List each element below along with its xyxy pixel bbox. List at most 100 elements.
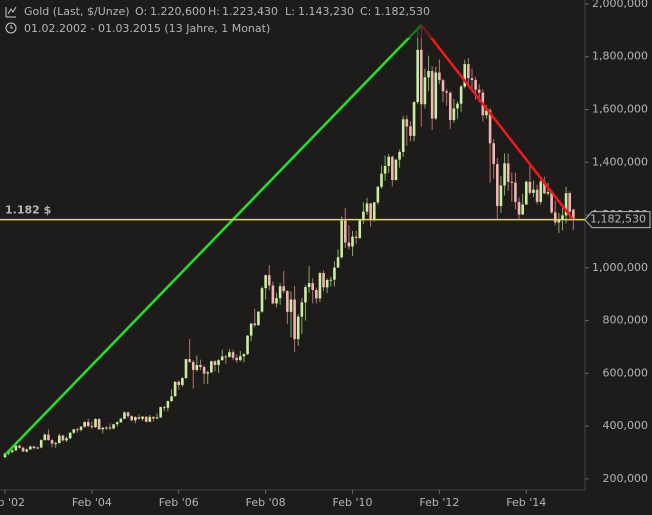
- candle-body: [210, 361, 213, 373]
- candle-body: [76, 429, 79, 431]
- candle-body: [311, 283, 314, 290]
- candle-body: [39, 440, 43, 448]
- y-tick-label: 800,000: [603, 314, 649, 327]
- candle-body: [278, 286, 282, 299]
- candle-body: [488, 110, 492, 144]
- close-value: 1.182,530: [374, 5, 430, 18]
- candle-body: [568, 193, 572, 212]
- x-tick-label: Feb '08: [246, 496, 286, 509]
- candle-body: [224, 356, 228, 358]
- candle-body: [231, 352, 235, 358]
- candle-body: [257, 311, 260, 326]
- candle-body: [416, 49, 419, 103]
- candle-body: [383, 165, 387, 174]
- candle-body: [362, 211, 365, 221]
- candle-body: [43, 434, 47, 441]
- candle-body: [271, 285, 275, 304]
- candle-body: [68, 432, 72, 439]
- candle-body: [148, 416, 152, 422]
- header-bg: [0, 0, 440, 38]
- clock-icon: [10, 25, 13, 29]
- candle-body: [517, 201, 521, 215]
- candle-body: [217, 360, 220, 365]
- candle-body: [253, 323, 257, 326]
- candle-body: [105, 427, 108, 429]
- candle-body: [467, 64, 470, 79]
- candle-body: [134, 417, 137, 421]
- trend-line: [4, 24, 423, 456]
- y-tick-label: 400,000: [603, 419, 649, 432]
- candle-body: [289, 299, 293, 312]
- candle-body: [546, 192, 550, 194]
- low-label: L:: [285, 5, 295, 18]
- candle-body: [401, 119, 405, 152]
- candle-body: [119, 418, 123, 423]
- candle-body: [191, 362, 195, 370]
- candle-body: [412, 102, 416, 136]
- price-badge-label: 1,182,530: [590, 213, 646, 226]
- x-tick-label: Feb '06: [159, 496, 199, 509]
- candle-body: [394, 159, 398, 180]
- candle-body: [50, 440, 54, 444]
- open-value: 1.220,600: [150, 5, 206, 18]
- candle-body: [10, 450, 14, 453]
- candle-body: [474, 79, 477, 90]
- candle-body: [325, 279, 329, 288]
- candle-body: [83, 421, 86, 427]
- candle-body: [463, 64, 467, 87]
- candle-body: [242, 354, 246, 357]
- candle-body: [36, 447, 39, 449]
- candle-body: [58, 435, 61, 444]
- trend-line: [420, 24, 575, 221]
- candle-body: [213, 361, 217, 365]
- candle-body: [300, 302, 304, 317]
- candle-body: [115, 422, 119, 425]
- candle-body: [456, 103, 459, 109]
- y-tick-label: 200,000: [603, 472, 649, 485]
- x-tick-label: Feb '04: [72, 496, 112, 509]
- y-tick-label: 1,800,000: [592, 50, 648, 63]
- candle-body: [249, 323, 253, 336]
- candle-body: [506, 163, 510, 182]
- candle-body: [423, 77, 427, 105]
- candle-body: [333, 267, 336, 280]
- candle-body: [296, 316, 300, 340]
- candle-body: [514, 182, 517, 202]
- candle-body: [365, 203, 369, 212]
- candle-body: [354, 236, 358, 239]
- candle-body: [539, 181, 543, 202]
- candle-body: [358, 220, 362, 239]
- candle-body: [184, 359, 188, 379]
- y-tick-label: 600,000: [603, 366, 649, 379]
- candle-body: [159, 407, 162, 418]
- candle-body: [21, 447, 25, 452]
- candle-body: [275, 298, 278, 304]
- candle-body: [340, 220, 343, 258]
- candle-body: [130, 416, 133, 421]
- header-title: Gold (Last, $/Unze): [24, 5, 130, 18]
- candle-body: [239, 356, 242, 361]
- candle-body: [18, 445, 21, 448]
- candle-body: [86, 421, 90, 427]
- candle-body: [510, 181, 514, 183]
- candle-body: [152, 416, 155, 419]
- candle-body: [430, 70, 434, 119]
- candle-body: [561, 215, 564, 220]
- candle-body: [65, 438, 68, 441]
- candle-body: [315, 289, 318, 299]
- candle-body: [477, 89, 481, 93]
- candle-body: [173, 381, 177, 397]
- candle-body: [499, 185, 503, 207]
- candle-body: [54, 443, 57, 445]
- x-tick-label: Feb '02: [0, 496, 25, 509]
- candle-body: [72, 429, 76, 433]
- candle-body: [405, 119, 409, 127]
- candle-body: [434, 72, 438, 119]
- y-tick-label: 1,600,000: [592, 103, 648, 116]
- candle-body: [202, 367, 206, 374]
- candle-body: [550, 192, 553, 213]
- candle-body: [25, 449, 29, 452]
- candle-body: [470, 78, 474, 80]
- candle-body: [293, 299, 296, 340]
